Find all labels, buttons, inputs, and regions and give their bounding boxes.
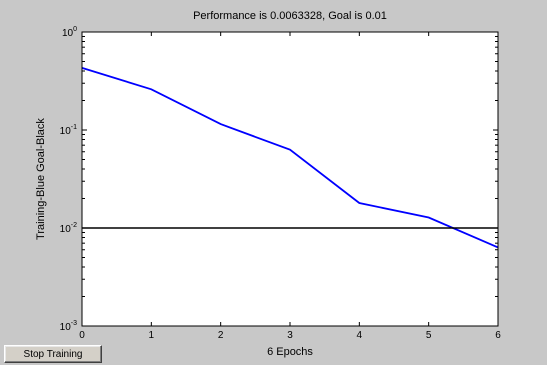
stop-training-button[interactable]: Stop Training — [4, 345, 102, 363]
y-tick-label: 10-2 — [60, 222, 77, 235]
x-tick-label: 1 — [149, 330, 155, 341]
y-tick-label: 10-3 — [60, 320, 77, 333]
y-tick-label: 100 — [62, 26, 77, 39]
y-tick-label: 10-1 — [60, 124, 77, 137]
ticks: 0 1 2 3 4 5 6 100 10-1 10-2 10-3 — [60, 26, 502, 341]
x-tick-label: 5 — [426, 330, 432, 341]
x-tick-label: 4 — [357, 330, 363, 341]
plot-frame — [81, 31, 499, 327]
x-tick-label: 0 — [79, 330, 85, 341]
plot-area — [82, 32, 498, 326]
x-tick-label: 3 — [287, 330, 293, 341]
x-axis-label: 6 Epochs — [267, 346, 313, 358]
x-tick-label: 2 — [218, 330, 224, 341]
y-axis-label: Training-Blue Goal-Black — [35, 118, 47, 240]
x-tick-label: 6 — [495, 330, 501, 341]
training-line — [81, 67, 499, 249]
series — [81, 67, 499, 249]
chart-title: Performance is 0.0063328, Goal is 0.01 — [193, 10, 387, 22]
